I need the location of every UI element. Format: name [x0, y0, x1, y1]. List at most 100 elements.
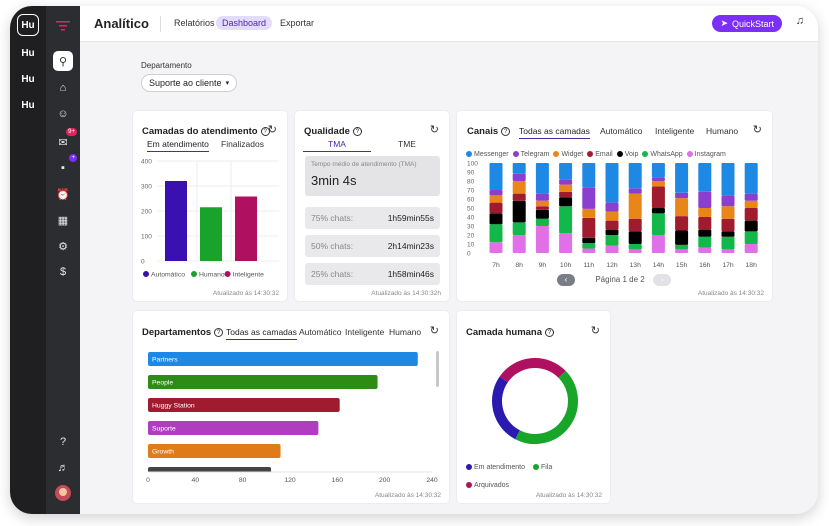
x-tick-label: 13h — [630, 262, 642, 269]
stack-segment — [489, 190, 503, 196]
info-icon[interactable]: ? — [214, 328, 224, 337]
tab-em-atendimento[interactable]: Em atendimento — [147, 139, 209, 152]
y-tick-label: 90 — [467, 170, 475, 177]
pagination-text: Página 1 de 2 — [595, 275, 645, 284]
legend-label: Instagram — [694, 150, 726, 158]
scrollbar[interactable] — [436, 351, 439, 387]
workspace-button[interactable]: Hu — [21, 47, 35, 59]
tab-humano[interactable]: Humano — [389, 327, 422, 337]
tab-todas-camadas[interactable]: Todas as camadas — [226, 327, 297, 340]
menu-icon[interactable] — [53, 16, 73, 36]
stack-segment — [721, 206, 735, 219]
stack-segment — [582, 237, 596, 244]
tab-tma[interactable]: TMA — [303, 139, 371, 152]
refresh-icon[interactable]: ↻ — [429, 325, 439, 337]
stack-segment — [559, 206, 573, 234]
stack-segment — [675, 244, 689, 250]
user-icon[interactable]: ☺ — [57, 108, 69, 120]
next-page-button[interactable]: › — [653, 274, 671, 286]
stack-segment — [628, 244, 642, 250]
stack-segment — [698, 247, 712, 253]
tab-inteligente[interactable]: Inteligente — [345, 327, 385, 337]
stack-segment — [721, 231, 735, 237]
x-tick-label: 18h — [746, 262, 758, 269]
stack-segment — [605, 211, 619, 221]
settings-icon[interactable]: ⚙ — [58, 240, 68, 253]
tma-box: Tempo médio de atendimento (TMA) 3min 4s — [305, 156, 440, 196]
y-tick-label: 200 — [141, 209, 152, 216]
home-icon[interactable]: ⌂ — [59, 82, 67, 94]
tab-automatico[interactable]: Automático — [299, 327, 342, 337]
y-tick-label: 300 — [141, 184, 152, 191]
info-icon[interactable]: ? — [352, 127, 362, 136]
chat-icon[interactable]: ✉ 9+ — [58, 128, 77, 149]
stack-segment — [559, 184, 573, 192]
tab-humano[interactable]: Humano — [706, 126, 739, 136]
refresh-icon[interactable]: ↻ — [267, 124, 277, 136]
stack-segment — [744, 200, 758, 208]
stack-segment — [628, 218, 642, 232]
tab-todas-camadas[interactable]: Todas as camadas — [519, 126, 590, 139]
y-tick-label: 100 — [467, 161, 478, 168]
y-tick-label: 30 — [467, 224, 475, 231]
legend-item: Em atendimento — [466, 464, 525, 471]
x-tick-label: 10h — [560, 262, 572, 269]
stack-segment — [675, 198, 689, 217]
bar-label: Partners — [152, 357, 178, 364]
bar — [165, 181, 187, 261]
prev-page-button[interactable]: ‹ — [557, 274, 575, 286]
legend-label: Voip — [624, 150, 639, 158]
x-tick-label: 14h — [653, 262, 665, 269]
tma-value: 3min 4s — [311, 173, 357, 188]
stack-segment — [721, 195, 735, 207]
stack-segment — [489, 213, 503, 225]
bell-icon[interactable]: ♫ — [795, 15, 804, 27]
workspace-button[interactable]: Hu — [21, 99, 35, 111]
tab-relatorios[interactable]: Relatórios — [174, 18, 215, 28]
alarm-icon[interactable]: ⏰ — [56, 188, 70, 201]
quickstart-button[interactable]: ➤ QuickStart — [712, 15, 782, 32]
analytics-icon[interactable]: ▪ + — [61, 154, 77, 174]
stack-segment — [651, 213, 665, 235]
departments-scroll[interactable]: Partners People Huggy Station Suporte Growth… — [146, 348, 436, 472]
info-icon[interactable]: ? — [501, 127, 511, 136]
legend-item: Widget — [553, 151, 583, 158]
tab-automatico[interactable]: Automático — [600, 126, 643, 136]
chevron-down-icon: ▾ — [225, 80, 230, 87]
bar — [148, 398, 340, 412]
apps-icon[interactable]: ▦ — [57, 214, 69, 227]
legend-dot — [686, 151, 693, 157]
stack-segment — [489, 163, 503, 190]
department-select[interactable]: Suporte ao cliente ▾ — [141, 74, 238, 92]
tab-tme[interactable]: TME — [398, 139, 416, 149]
app-window: Hu Hu Hu Hu ⚲ ⌂ ☺ ✉ 9+ ▪ + ⏰ ▦ ⚙ $ ? ♬ Ana… — [10, 6, 818, 514]
tab-finalizados[interactable]: Finalizados — [221, 139, 264, 149]
sound-icon[interactable]: ♬ — [57, 462, 69, 474]
x-tick-label: 16h — [699, 262, 711, 269]
tab-dashboard[interactable]: Dashboard — [216, 16, 273, 30]
legend-label: Humano — [199, 272, 225, 279]
help-icon[interactable]: ? — [59, 436, 67, 448]
refresh-icon[interactable]: ↻ — [752, 124, 762, 136]
refresh-icon[interactable]: ↻ — [590, 325, 600, 337]
tab-exportar[interactable]: Exportar — [280, 18, 315, 28]
stack-segment — [605, 220, 619, 230]
quality-row: 25% chats: 1h58min46s — [305, 263, 440, 285]
info-icon[interactable]: ? — [545, 328, 555, 337]
workspace-button[interactable]: Hu — [21, 73, 35, 85]
legend-label: Widget — [561, 150, 584, 158]
refresh-icon[interactable]: ↻ — [429, 124, 439, 136]
x-tick-label: 0 — [146, 477, 150, 484]
tab-inteligente[interactable]: Inteligente — [655, 126, 695, 136]
legend-label: Email — [595, 150, 613, 158]
y-tick-label: 70 — [467, 188, 475, 195]
info-icon[interactable]: ? — [260, 127, 270, 136]
department-label: Departamento — [141, 61, 192, 70]
avatar[interactable] — [53, 483, 73, 503]
workspace-button[interactable]: Hu — [17, 14, 39, 36]
donut-legend: Em atendimento Fila Arquivados — [466, 457, 606, 493]
search-icon[interactable]: ⚲ — [53, 51, 73, 71]
billing-icon[interactable]: $ — [59, 266, 67, 278]
legend-dot — [587, 151, 594, 157]
legend-dot — [191, 271, 197, 277]
